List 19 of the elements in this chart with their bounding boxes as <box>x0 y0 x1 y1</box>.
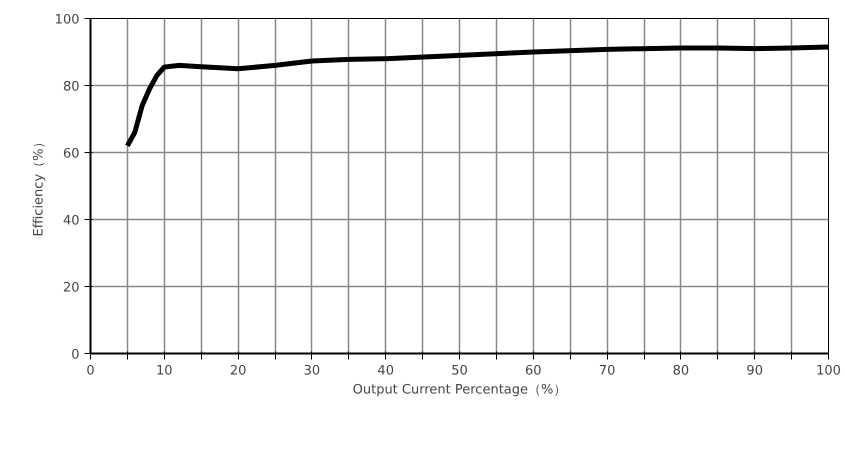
x-tick-label: 10 <box>156 364 173 378</box>
x-tick-label: 40 <box>377 364 394 378</box>
x-axis-title: Output Current Percentage（%） <box>352 382 566 398</box>
y-tick-label: 0 <box>71 348 80 362</box>
y-tick-label: 40 <box>62 214 80 228</box>
y-tick-label: 80 <box>62 80 80 94</box>
y-axis-title: Efficiency（%） <box>32 136 47 236</box>
x-tick-label: 100 <box>816 364 841 378</box>
x-tick-label: 20 <box>230 364 246 378</box>
y-tick-label: 20 <box>62 280 80 296</box>
x-tick-label: 60 <box>525 364 542 378</box>
x-tick-label: 50 <box>451 364 468 378</box>
y-tick-label: 60 <box>62 146 80 162</box>
x-tick-label: 70 <box>598 364 616 378</box>
x-tick-label: 80 <box>672 364 690 378</box>
x-tick-label: 0 <box>86 364 95 378</box>
y-tick-label: 100 <box>54 12 80 28</box>
x-tick-label: 90 <box>746 364 763 378</box>
x-tick-label: 30 <box>304 364 320 378</box>
